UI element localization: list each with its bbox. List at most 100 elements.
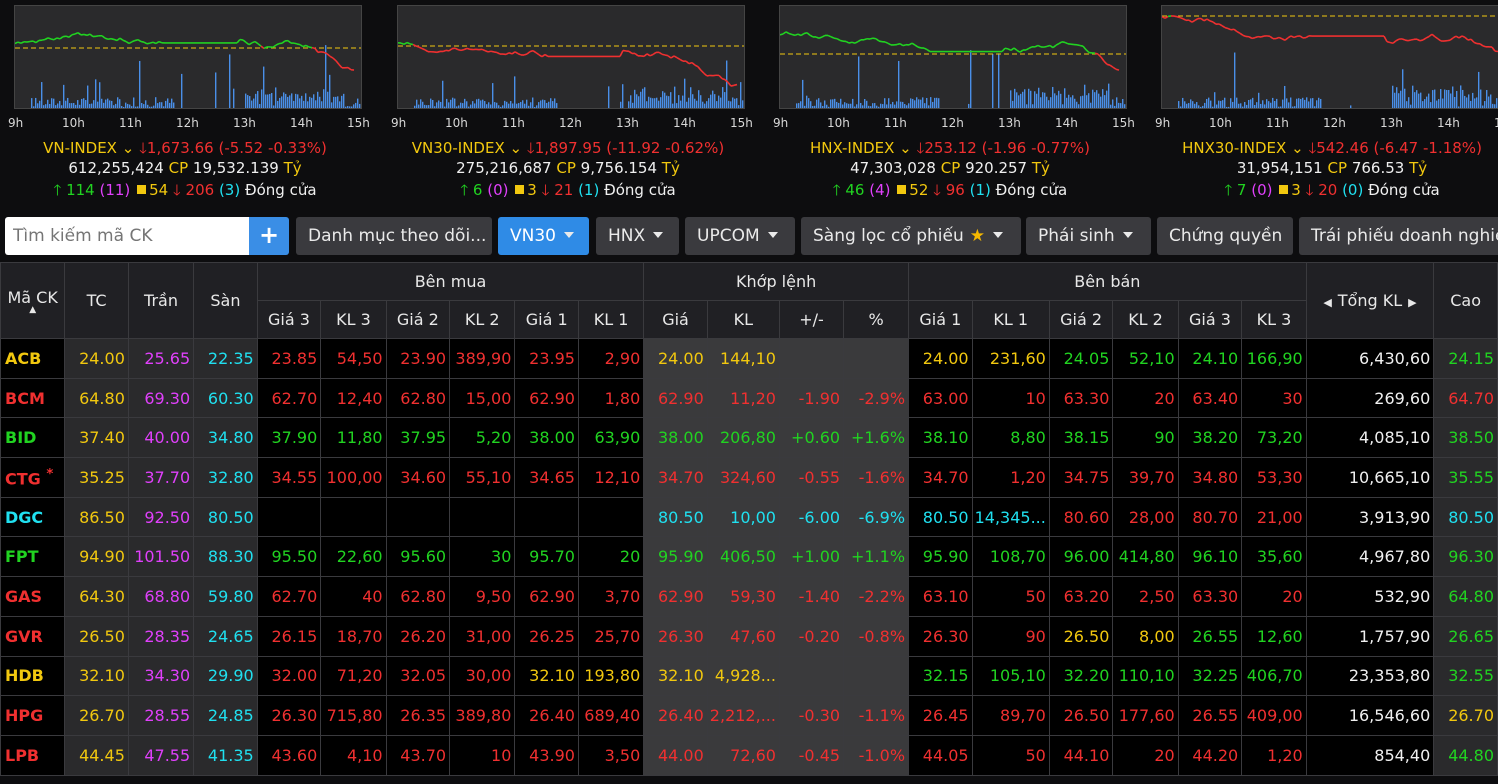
volume-bar [1180,106,1182,108]
chevron-down-icon[interactable]: ⌄ [899,139,912,157]
header-total-volume[interactable]: ◀ Tổng KL ▶ [1305,262,1435,339]
volume-bar [932,101,934,108]
price-line-segment [1452,35,1457,39]
symbol-cell[interactable]: DGC [0,496,66,538]
bid3-vol-cell: 715,80 [320,695,387,736]
table-row[interactable]: LPB 44.45 47.55 41.35 43.60 4,10 43.70 10 43.90 3… [0,734,1498,776]
symbol-cell[interactable]: GAS [0,576,66,617]
index-intraday-chart[interactable] [14,5,362,109]
volume-bar [500,106,502,108]
volume-bar [530,102,532,108]
volume-bar [1076,101,1078,108]
price-line-segment [50,38,55,41]
add-button[interactable]: + [249,217,289,255]
price-line-segment [1052,44,1057,49]
price-line-segment [317,51,322,54]
table-row[interactable]: BCM 64.80 69.30 60.30 62.70 12,40 62.80 15,00 62… [0,377,1498,419]
price-line-segment [703,72,708,77]
volume-bar [1248,99,1250,108]
symbol-cell[interactable]: BID [0,417,66,459]
index-panel[interactable]: 9h10h11h12h13h14h15hHNX30-INDEX ⌄ 🡓542.4… [1147,0,1498,205]
volume-bar [506,101,508,108]
volume-bar [339,101,341,108]
upcom-dropdown[interactable]: UPCOM [685,217,795,255]
symbol-cell[interactable]: FPT [0,536,66,578]
index-name[interactable]: VN30-INDEX [411,139,505,157]
search-input[interactable] [5,217,249,255]
price-line-segment [83,33,88,37]
floor-price-cell: 22.35 [193,338,258,379]
price-line-segment [1034,44,1039,48]
table-row[interactable]: DGC 86.50 92.50 80.50 80.50 10,00 -6.00 -6.9% 80… [0,496,1498,538]
volume-bar [1056,95,1058,108]
price-line-segment [406,41,411,45]
price-line-segment [287,40,292,44]
table-row[interactable]: CTG * 35.25 37.70 32.80 34.55 100,00 34.60 55,1… [0,457,1498,498]
volume-bar [646,101,648,108]
volume-bar [670,92,672,108]
market-status: Đóng cửa [244,181,317,199]
ceiling-price-cell: 69.30 [127,377,195,419]
volume-bar [912,98,914,108]
sort-up-icon[interactable]: ▲ [29,305,37,315]
corporate-bonds-button[interactable]: Trái phiếu doanh nghiệp [1299,217,1498,255]
symbol-cell[interactable]: HPG [0,695,66,736]
price-line-segment [923,47,928,51]
volume-bar [1484,101,1486,108]
table-row[interactable]: HPG 26.70 28.55 24.85 26.30 715,80 26.35 389,80… [0,695,1498,736]
volume-bar [824,100,826,108]
index-intraday-chart[interactable] [779,5,1127,109]
stock-filter-dropdown[interactable]: Sàng lọc cổ phiếu ★ [801,217,1021,255]
volume-bar [650,97,652,108]
vn30-dropdown[interactable]: VN30 [498,217,589,255]
match-price-cell: 26.30 [643,615,708,657]
index-name[interactable]: HNX-INDEX [809,139,895,157]
volume-bar [1122,99,1124,108]
chevron-right-icon[interactable]: ▶ [1408,296,1417,309]
symbol-cell[interactable]: CTG * [0,457,66,498]
table-row[interactable]: FPT 94.90 101.50 88.30 95.50 22,60 95.60 30 95.7… [0,536,1498,578]
price-line-segment [415,45,420,48]
symbol-cell[interactable]: LPB [0,734,66,776]
volume-bar [922,97,924,108]
symbol-cell[interactable]: GVR [0,615,66,657]
index-panel[interactable]: 9h 10h 11h 12h 13h 14h 15h VN30-INDEX ⌄ 🡓1,897.… [383,0,753,205]
symbol-cell[interactable]: BCM [0,377,66,419]
match-price-cell: 24.00 [643,338,708,379]
table-row[interactable]: HDB 32.10 34.30 29.90 32.00 71,20 32.05 30,00 32… [0,655,1498,697]
index-intraday-chart[interactable] [397,5,745,109]
volume-bar [1482,105,1484,108]
symbol-cell[interactable]: HDB [0,655,66,697]
volume-bar [215,72,217,108]
warrants-button[interactable]: Chứng quyền [1157,217,1293,255]
volume-bar [454,98,456,108]
index-panel[interactable]: 9h 10h 11h 12h 13h 14h 15h VN-INDEX ⌄ 🡓1,673.66… [0,0,370,205]
price-line-segment [619,50,624,57]
table-row[interactable]: GVR 26.50 28.35 24.65 26.15 18,70 26.20 31,00 26… [0,615,1498,657]
index-name[interactable]: HNX30-INDEX [1182,139,1287,157]
volume-bar [474,103,476,108]
volume-bar [1054,93,1056,108]
price-line-segment [830,36,835,39]
chevron-down-icon[interactable]: ⌄ [509,139,523,157]
header-symbol[interactable]: Mã CK ▲ [0,262,66,339]
ask3-cell: 38.20 [1177,417,1243,459]
derivatives-dropdown[interactable]: Phái sinh [1026,217,1151,255]
index-panel[interactable]: 9h 10h 11h 12h 13h 14h 15h HNX-INDEX ⌄ 🡓253.12 … [765,0,1135,205]
table-row[interactable]: ACB 24.00 25.65 22.35 23.85 54,50 23.90 389,90 2… [0,338,1498,379]
index-intraday-chart[interactable] [1161,5,1498,109]
hnx-dropdown[interactable]: HNX [596,217,679,255]
volume-bar [926,97,928,108]
volume-bar [662,91,664,108]
price-line-segment [836,38,841,42]
index-name[interactable]: VN-INDEX [43,139,117,157]
chevron-down-icon[interactable]: ⌄ [1291,139,1304,157]
chevron-left-icon[interactable]: ◀ [1323,296,1332,309]
table-row[interactable]: GAS 64.30 68.80 59.80 62.70 40 62.80 9,50 62.90 3… [0,576,1498,617]
volume-bar [327,91,329,108]
symbol-cell[interactable]: ACB [0,338,66,379]
watchlist-button[interactable]: Danh mục theo dõi... [296,217,492,255]
chevron-down-icon[interactable]: ⌄ [121,139,135,157]
volume-bar [279,97,281,108]
table-row[interactable]: BID 37.40 40.00 34.80 37.90 11,80 37.95 5,20 38.… [0,417,1498,459]
